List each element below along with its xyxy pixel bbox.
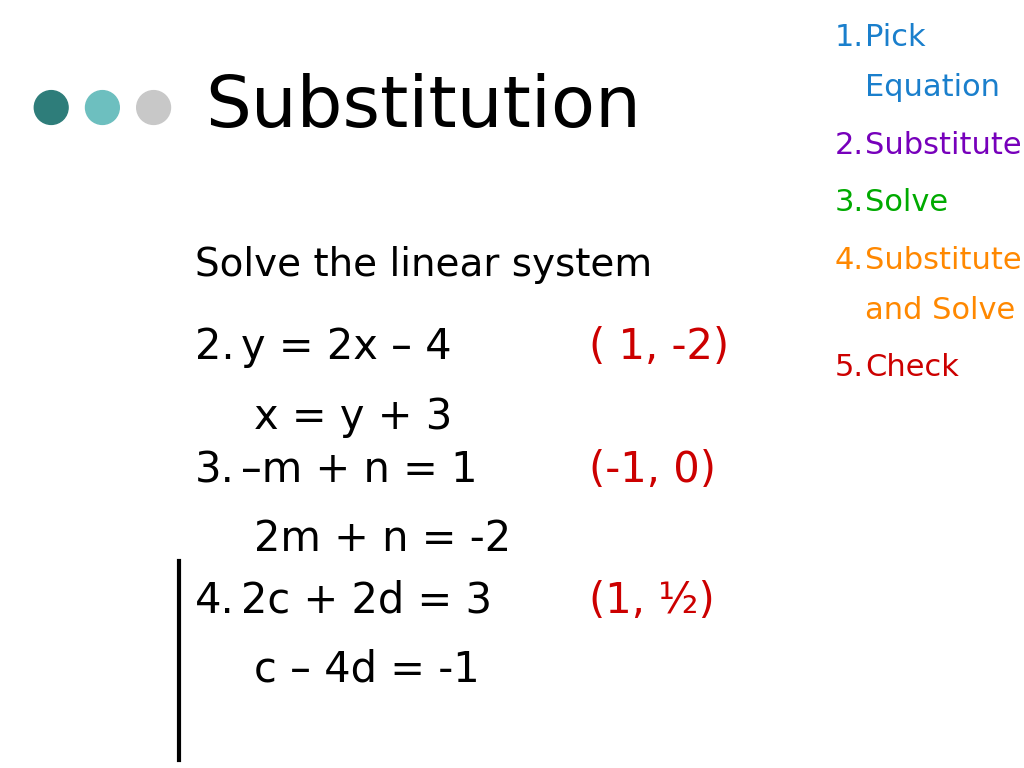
Text: 2m + n = -2: 2m + n = -2: [254, 518, 511, 561]
Text: y = 2x – 4: y = 2x – 4: [241, 326, 452, 369]
Text: –m + n = 1: –m + n = 1: [241, 449, 477, 492]
Text: Substitution: Substitution: [205, 73, 641, 142]
Text: Equation: Equation: [865, 73, 1000, 102]
Text: Substitute: Substitute: [865, 131, 1022, 160]
Text: Substitute: Substitute: [865, 246, 1022, 275]
Text: 4.: 4.: [195, 580, 234, 622]
Text: and Solve: and Solve: [865, 296, 1016, 325]
Text: (1, ½): (1, ½): [589, 580, 715, 622]
Text: Solve the linear system: Solve the linear system: [195, 246, 651, 283]
Text: Solve: Solve: [865, 188, 948, 217]
Text: c – 4d = -1: c – 4d = -1: [254, 649, 479, 691]
Ellipse shape: [137, 91, 170, 124]
Text: 3.: 3.: [835, 188, 863, 217]
Ellipse shape: [35, 91, 68, 124]
Text: x = y + 3: x = y + 3: [254, 396, 453, 438]
Text: 2.: 2.: [835, 131, 863, 160]
Text: 1.: 1.: [835, 23, 863, 52]
Text: ( 1, -2): ( 1, -2): [589, 326, 729, 369]
Text: (-1, 0): (-1, 0): [589, 449, 716, 492]
Text: Check: Check: [865, 353, 959, 382]
Text: 2.: 2.: [195, 326, 234, 369]
Text: Pick: Pick: [865, 23, 926, 52]
Ellipse shape: [86, 91, 119, 124]
Text: 3.: 3.: [195, 449, 234, 492]
Text: 4.: 4.: [835, 246, 863, 275]
Text: 5.: 5.: [835, 353, 863, 382]
Text: 2c + 2d = 3: 2c + 2d = 3: [241, 580, 492, 622]
